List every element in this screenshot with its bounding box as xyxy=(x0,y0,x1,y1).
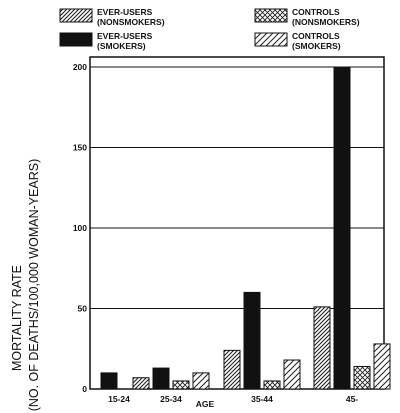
bar-controls-nonsmokers-45- xyxy=(353,365,371,390)
bar-ever-users-nonsmokers-35-44 xyxy=(223,349,241,390)
bar-controls-nonsmokers-25-34 xyxy=(172,380,190,390)
legend-label-controls-smokers-line2: (SMOKERS) xyxy=(292,41,341,51)
legend-label-controls-smokers-line1: CONTROLS xyxy=(292,31,340,41)
legend-swatch-controls-nonsmokers xyxy=(254,8,288,23)
bar-ever-users-smokers-15-24 xyxy=(100,372,118,390)
x-tick-label: 35-44 xyxy=(251,394,273,404)
legend-label-controls-nonsmokers-line1: CONTROLS xyxy=(292,7,340,17)
y-tick-label: 150 xyxy=(73,143,87,153)
legend-label-ever-users-nonsmokers-line2: (NONSMOKERS) xyxy=(97,17,165,27)
bar-ever-users-smokers-35-44 xyxy=(243,291,261,390)
y-axis-label-line2: (NO. OF DEATHS/100,000 WOMAN-YEARS) xyxy=(27,159,41,412)
x-tick-label: 15-24 xyxy=(108,394,130,404)
legend-swatch-ever-users-smokers xyxy=(59,32,93,47)
x-tick-labels: 15-24 25-34 35-44 45- xyxy=(108,394,358,404)
bars xyxy=(100,66,391,390)
legend-swatch-controls-smokers xyxy=(254,32,288,47)
legend-swatch-ever-users-nonsmokers xyxy=(59,8,93,23)
legend: EVER-USERS (NONSMOKERS) EVER-USERS (SMOK… xyxy=(59,7,360,51)
bar-controls-nonsmokers-35-44 xyxy=(263,380,281,390)
legend-label-ever-users-nonsmokers-line1: EVER-USERS xyxy=(97,7,153,17)
legend-label-ever-users-smokers-line1: EVER-USERS xyxy=(97,31,153,41)
bar-ever-users-nonsmokers-25-34 xyxy=(132,377,150,390)
legend-label-ever-users-smokers-line2: (SMOKERS) xyxy=(97,41,146,51)
y-tick-label: 50 xyxy=(78,304,88,314)
legend-label-controls-nonsmokers-line2: (NONSMOKERS) xyxy=(292,17,360,27)
bar-ever-users-nonsmokers-45- xyxy=(313,306,331,390)
y-tick-label: 100 xyxy=(73,223,87,233)
bar-controls-smokers-25-34 xyxy=(192,372,210,390)
y-axis-label-line1: MORTALITY RATE xyxy=(10,265,24,371)
bar-ever-users-smokers-45- xyxy=(333,66,351,390)
bar-controls-smokers-45- xyxy=(373,343,391,390)
bar-ever-users-smokers-25-34 xyxy=(152,367,170,390)
x-axis-label: AGE xyxy=(196,399,215,409)
y-tick-label: 0 xyxy=(82,384,87,394)
bar-controls-smokers-35-44 xyxy=(283,359,301,390)
x-tick-label: 25-34 xyxy=(160,394,182,404)
y-tick-label: 200 xyxy=(73,62,87,72)
y-tick-labels: 0 50 100 150 200 xyxy=(73,62,87,394)
x-tick-label: 45- xyxy=(346,394,358,404)
